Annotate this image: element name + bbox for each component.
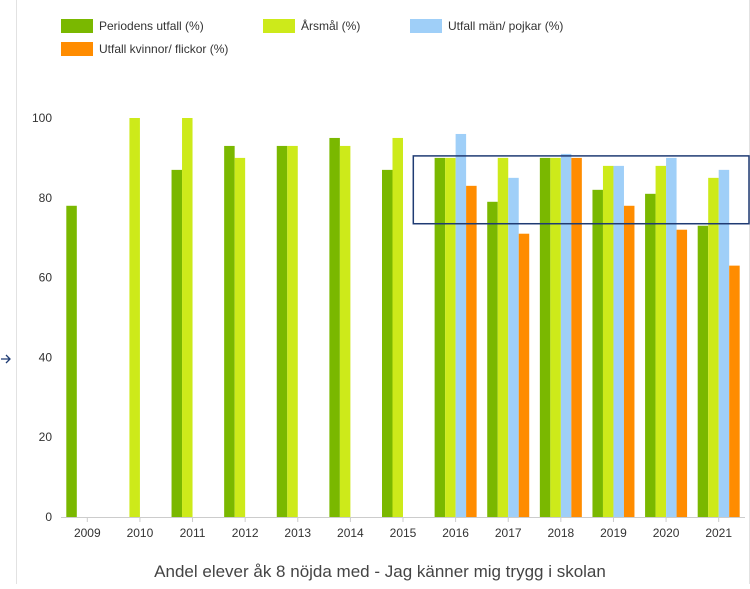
bar bbox=[277, 146, 288, 517]
x-tick-label: 2017 bbox=[495, 526, 522, 540]
bar bbox=[550, 158, 561, 517]
bar bbox=[66, 206, 77, 517]
x-tick-label: 2009 bbox=[74, 526, 101, 540]
bar bbox=[603, 166, 614, 517]
bar bbox=[287, 146, 298, 517]
x-tick-label: 2018 bbox=[547, 526, 574, 540]
bar bbox=[129, 118, 140, 517]
x-tick-label: 2014 bbox=[337, 526, 364, 540]
x-tick-label: 2012 bbox=[232, 526, 259, 540]
x-tick-label: 2020 bbox=[653, 526, 680, 540]
bar bbox=[329, 138, 340, 517]
y-tick-label: 60 bbox=[39, 271, 53, 285]
bar bbox=[487, 202, 498, 517]
x-tick-label: 2013 bbox=[284, 526, 311, 540]
bar bbox=[571, 158, 582, 517]
bar bbox=[592, 190, 603, 517]
bar bbox=[656, 166, 667, 517]
bar bbox=[508, 178, 519, 517]
y-tick-label: 100 bbox=[32, 111, 52, 125]
bar bbox=[613, 166, 624, 517]
bar bbox=[666, 158, 677, 517]
bar bbox=[540, 158, 551, 517]
x-tick-label: 2019 bbox=[600, 526, 627, 540]
bar bbox=[698, 226, 709, 517]
bar bbox=[445, 158, 456, 517]
x-tick-label: 2021 bbox=[705, 526, 732, 540]
y-tick-label: 40 bbox=[39, 350, 53, 364]
bar bbox=[708, 178, 719, 517]
bar bbox=[645, 194, 656, 517]
bar bbox=[677, 230, 688, 517]
chart-title: Andel elever åk 8 nöjda med - Jag känner… bbox=[60, 562, 700, 582]
bar bbox=[561, 154, 572, 517]
y-tick-label: 0 bbox=[45, 510, 52, 524]
y-tick-label: 20 bbox=[39, 430, 53, 444]
bar bbox=[224, 146, 235, 517]
bar bbox=[435, 158, 446, 517]
x-tick-label: 2015 bbox=[390, 526, 417, 540]
x-tick-label: 2011 bbox=[180, 526, 206, 540]
bar bbox=[235, 158, 246, 517]
bar bbox=[182, 118, 193, 517]
bar bbox=[456, 134, 467, 517]
x-tick-label: 2010 bbox=[127, 526, 154, 540]
bar bbox=[172, 170, 183, 517]
x-tick-label: 2016 bbox=[442, 526, 469, 540]
y-tick-label: 80 bbox=[39, 191, 53, 205]
bar bbox=[719, 170, 730, 517]
bar bbox=[393, 138, 404, 517]
bar bbox=[466, 186, 477, 517]
bar bbox=[498, 158, 509, 517]
bar bbox=[624, 206, 635, 517]
bar bbox=[519, 234, 530, 517]
bar bbox=[729, 266, 740, 517]
bar bbox=[382, 170, 393, 517]
bar bbox=[340, 146, 351, 517]
